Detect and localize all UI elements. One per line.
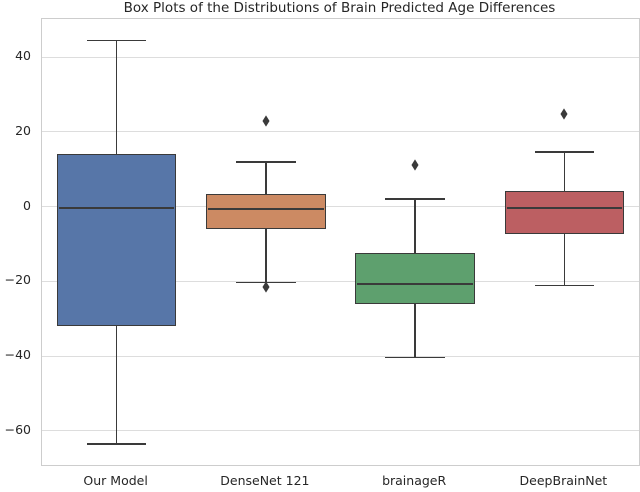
- box-brainager: [355, 253, 475, 304]
- x-axis: Our Model DenseNet 121 brainageR DeepBrainN…: [0, 472, 640, 492]
- y-tick-label: −60: [4, 421, 31, 437]
- upper-whisker: [265, 161, 267, 194]
- box-group-densenet-121: [42, 19, 639, 465]
- lower-whisker: [414, 303, 416, 358]
- median-line: [208, 207, 324, 210]
- median-line: [58, 206, 175, 209]
- gridline: [42, 206, 639, 208]
- y-tick-label: −20: [4, 272, 31, 288]
- lower-whisker: [563, 233, 566, 286]
- gridline: [42, 56, 639, 58]
- outlier-marker: [560, 108, 568, 120]
- lower-whisker-cap: [385, 356, 445, 359]
- y-tick-label: −40: [4, 347, 31, 363]
- upper-whisker-cap: [534, 150, 595, 153]
- chart-title: Box Plots of the Distributions of Brain …: [123, 0, 556, 16]
- x-tick-label: Our Model: [83, 473, 148, 488]
- lower-whisker: [265, 229, 267, 283]
- gridline: [42, 355, 639, 357]
- plot-area: [41, 18, 640, 466]
- upper-whisker: [414, 198, 416, 254]
- box-group-deepbrainnet: [42, 19, 639, 465]
- y-tick-label: 40: [15, 48, 31, 64]
- gridline: [42, 131, 639, 133]
- box-deepbrainnet: [504, 190, 625, 234]
- y-tick-label: 0: [23, 197, 31, 213]
- y-tick-label: 20: [15, 122, 31, 138]
- x-tick-label: brainageR: [382, 473, 447, 488]
- median-line: [506, 206, 623, 209]
- box-group-our-model: [42, 19, 639, 465]
- median-line: [357, 283, 473, 286]
- gridline: [42, 430, 639, 432]
- upper-whisker: [115, 40, 118, 155]
- box-group-brainager: [42, 19, 639, 465]
- y-axis: 40 20 0 −20 −40 −60: [0, 0, 34, 492]
- lower-whisker: [115, 326, 118, 445]
- lower-whisker-cap: [534, 284, 595, 287]
- lower-whisker-cap: [86, 443, 147, 445]
- upper-whisker-cap: [86, 39, 147, 42]
- box-our-model: [56, 154, 177, 327]
- x-tick-label: DeepBrainNet: [519, 473, 608, 488]
- x-tick-label: DenseNet 121: [220, 473, 310, 488]
- gridline: [42, 280, 639, 282]
- upper-whisker-cap: [385, 198, 445, 200]
- upper-whisker-cap: [236, 161, 296, 163]
- upper-whisker: [563, 151, 566, 191]
- box-densenet-121: [206, 193, 326, 230]
